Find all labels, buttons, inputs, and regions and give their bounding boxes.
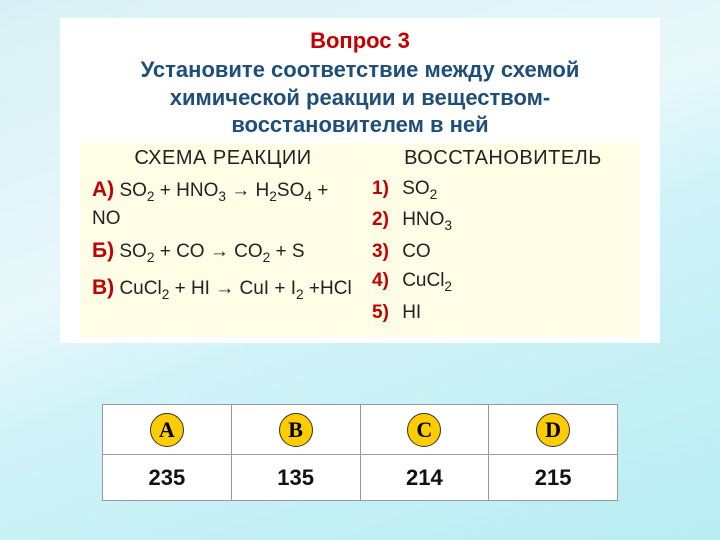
reaction-label: В): [92, 276, 114, 299]
answer-value: 135: [231, 455, 360, 501]
reducer-row: 1) SO2: [372, 176, 634, 204]
letter-circle: A: [150, 413, 184, 447]
reaction-label: А): [92, 178, 114, 201]
reducer-number: 4): [372, 270, 389, 291]
reducer-row: 3) CO: [372, 239, 634, 264]
reaction-row: Б) SO2 + CO → CO2 + S: [92, 237, 354, 267]
question-prompt: Установите соответствие между схемой хим…: [80, 56, 640, 139]
reaction-text: CuCl2 + HI → CuI + I2 +HCl: [119, 278, 351, 299]
reducer-text: CO: [402, 241, 431, 262]
letter-circle: C: [407, 413, 441, 447]
reaction-row: В) CuCl2 + HI → CuI + I2 +HCl: [92, 274, 354, 304]
reaction-label: Б): [92, 239, 114, 262]
answer-value-row: 235 135 214 215: [103, 455, 618, 501]
question-number: Вопрос 3: [80, 28, 640, 54]
answer-cell[interactable]: D: [489, 405, 618, 455]
reducer-row: 2) HNO3: [372, 207, 634, 235]
reducer-number: 1): [372, 178, 389, 199]
answer-table: A B C D 235 135 214 215: [102, 404, 618, 501]
reducer-text: HI: [402, 302, 421, 323]
reducers-column: ВОССТАНОВИТЕЛЬ 1) SO2 2) HNO3 3) CO 4) C…: [360, 143, 640, 338]
reducer-text: SO2: [402, 178, 437, 199]
reducer-row: 5) HI: [372, 300, 634, 325]
answer-cell[interactable]: A: [103, 405, 232, 455]
reducer-row: 4) CuCl2: [372, 268, 634, 296]
question-card: Вопрос 3 Установите соответствие между с…: [60, 18, 660, 343]
reducer-number: 3): [372, 241, 389, 262]
reaction-row: А) SO2 + HNO3 → H2SO4 + NO: [92, 176, 354, 232]
answer-cell[interactable]: C: [360, 405, 489, 455]
reducer-text: HNO3: [402, 209, 452, 230]
reducer-text: CuCl2: [402, 270, 452, 291]
answer-cell[interactable]: B: [231, 405, 360, 455]
reducers-header: ВОССТАНОВИТЕЛЬ: [372, 147, 634, 170]
reaction-text: SO2 + CO → CO2 + S: [119, 241, 304, 262]
letter-circle: D: [536, 413, 570, 447]
answer-letter-row: A B C D: [103, 405, 618, 455]
reaction-text: SO2 + HNO3 → H2SO4 + NO: [92, 180, 328, 229]
reactions-header: СХЕМА РЕАКЦИИ: [92, 147, 354, 170]
matching-box: СХЕМА РЕАКЦИИ А) SO2 + HNO3 → H2SO4 + NO…: [80, 143, 640, 338]
reducer-number: 2): [372, 209, 389, 230]
letter-circle: B: [279, 413, 313, 447]
answer-value: 214: [360, 455, 489, 501]
answer-value: 215: [489, 455, 618, 501]
answer-value: 235: [103, 455, 232, 501]
reducer-number: 5): [372, 302, 389, 323]
reactions-column: СХЕМА РЕАКЦИИ А) SO2 + HNO3 → H2SO4 + NO…: [80, 143, 360, 338]
